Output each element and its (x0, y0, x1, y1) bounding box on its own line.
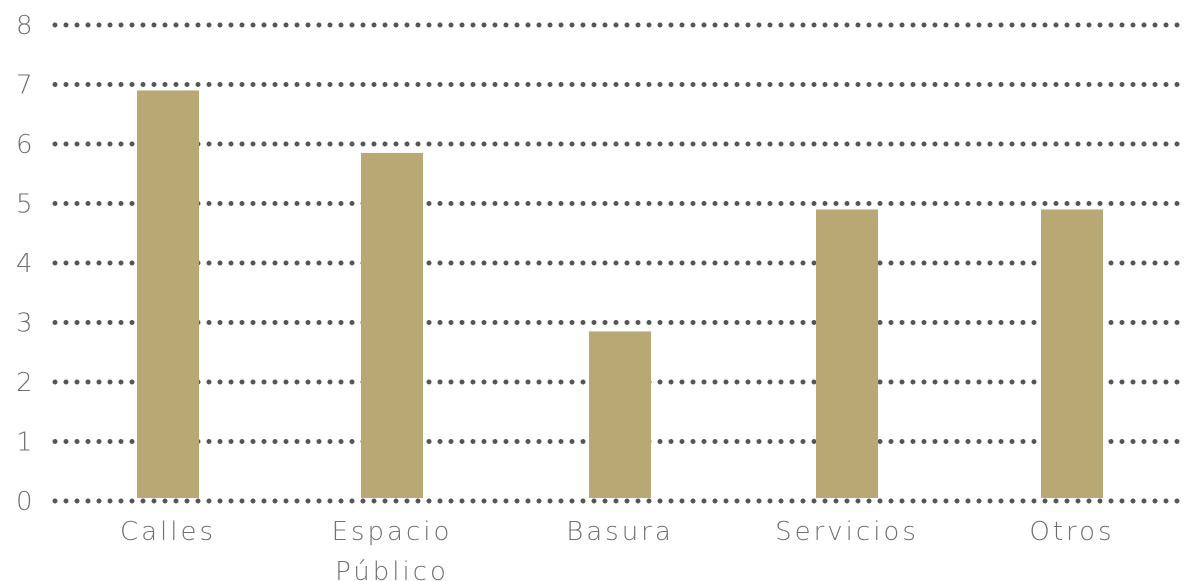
x-category-label: Basura (566, 517, 674, 547)
bar-calles (137, 90, 199, 498)
x-category-label-line: Basura (566, 517, 674, 547)
y-tick-label-5: 5 (16, 190, 33, 220)
y-tick-label-0: 0 (16, 487, 33, 517)
bar-espacio-público (361, 152, 423, 499)
y-tick-label-3: 3 (16, 309, 33, 339)
y-tick-label-1: 1 (16, 428, 33, 458)
grid-lines (52, 22, 1183, 504)
bar-otros (1041, 209, 1103, 498)
x-category-label-line: Público (335, 557, 449, 581)
x-axis-category-labels: Calles Espacio Público Basura Servicios Otros (120, 517, 1114, 581)
x-category-label-line: Calles (120, 517, 216, 547)
x-category-label: Otros (1029, 517, 1114, 547)
x-category-label-line: Espacio (332, 517, 453, 547)
y-tick-label-4: 4 (16, 249, 33, 279)
x-category-label-line: Servicios (775, 517, 919, 547)
bar-servicios (816, 209, 878, 498)
x-category-label: Calles (120, 517, 216, 547)
y-tick-label-7: 7 (16, 71, 33, 101)
x-category-label: Espacio Público (332, 517, 453, 581)
y-tick-label-2: 2 (16, 368, 33, 398)
bar-basura (589, 331, 651, 498)
y-tick-label-8: 8 (16, 11, 33, 41)
y-tick-label-6: 6 (16, 130, 33, 160)
x-category-label-line: Otros (1029, 517, 1114, 547)
bars (137, 90, 1103, 499)
x-category-label: Servicios (775, 517, 919, 547)
y-axis-tick-labels: 0 1 2 3 4 5 6 7 8 (16, 11, 33, 517)
